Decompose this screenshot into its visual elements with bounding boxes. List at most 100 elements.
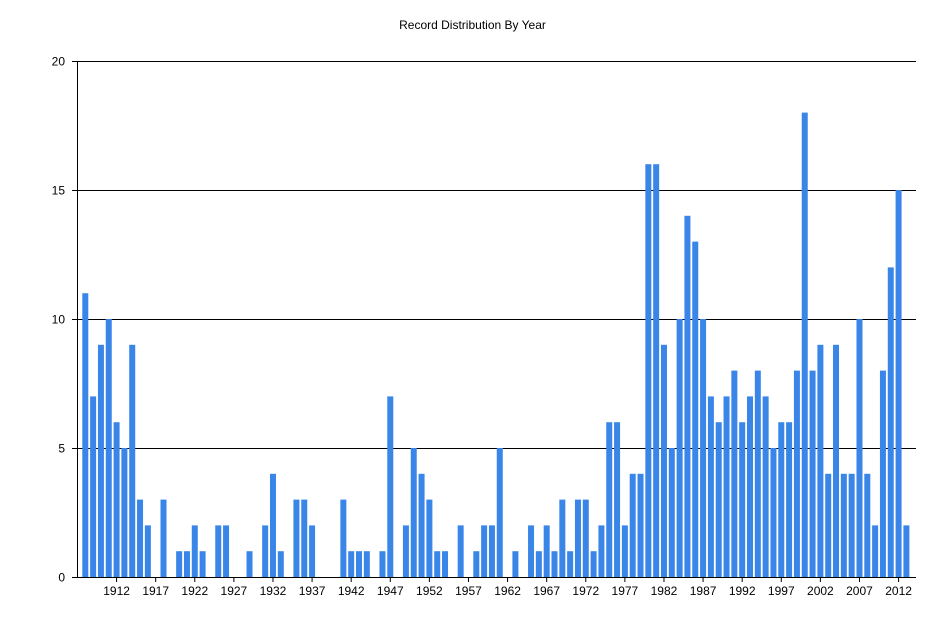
bar-2000 [801, 112, 808, 577]
bar-1966 [535, 551, 542, 577]
x-tick-label: 1932 [260, 584, 287, 598]
bar-1969 [559, 499, 566, 577]
bar-1936 [301, 499, 308, 577]
bar-1923 [199, 551, 206, 577]
x-tick-label: 1987 [690, 584, 717, 598]
bar-1996 [770, 448, 777, 577]
bar-1943 [356, 551, 362, 577]
bar-1959 [481, 525, 488, 577]
bar-2013 [903, 525, 910, 577]
bar-1935 [293, 499, 300, 577]
x-tick-label: 1972 [572, 584, 599, 598]
bar-1922 [191, 525, 198, 577]
bars [82, 112, 910, 578]
bar-1913 [121, 448, 128, 577]
gridlines [77, 61, 916, 449]
x-tick-label: 1952 [416, 584, 443, 598]
x-tick-label: 1962 [494, 584, 521, 598]
bar-1933 [277, 551, 284, 577]
bar-1932 [269, 473, 276, 577]
bar-1980 [645, 164, 652, 577]
bar-2005 [840, 473, 847, 577]
bar-1972 [582, 499, 589, 577]
bar-1967 [543, 525, 550, 577]
bar-2003 [825, 473, 832, 577]
bar-1984 [676, 319, 683, 577]
x-tick-label: 1937 [299, 584, 326, 598]
bar-1937 [309, 525, 316, 577]
bar-1921 [183, 551, 190, 577]
bar-1958 [473, 551, 480, 577]
x-tick-label: 1942 [338, 584, 365, 598]
bar-1925 [215, 525, 222, 577]
bar-1991 [731, 370, 738, 577]
bar-1950 [410, 448, 417, 577]
bar-1947 [387, 396, 394, 577]
x-tick-label: 2007 [846, 584, 873, 598]
bar-1916 [144, 525, 151, 577]
x-tick-label: 1982 [651, 584, 678, 598]
bar-1963 [512, 551, 519, 577]
bar-1970 [567, 551, 574, 577]
tick-labels: 0 5 10 15 20 1912 1917 1922 1927 1932 1937 1942 1947… [52, 55, 913, 599]
bar-1999 [793, 370, 800, 577]
bar-1926 [223, 525, 230, 577]
bar-1987 [700, 319, 707, 577]
bar-2010 [879, 370, 886, 577]
chart-title: Record Distribution By Year [399, 18, 546, 32]
bar-1953 [434, 551, 441, 577]
bar-1929 [246, 551, 253, 577]
bar-1978 [629, 473, 636, 577]
x-tick-label: 1977 [612, 584, 639, 598]
x-tick-label: 1917 [142, 584, 169, 598]
bar-1910 [97, 344, 104, 577]
x-tick-label: 1992 [729, 584, 756, 598]
bar-1998 [786, 422, 793, 577]
bar-1971 [574, 499, 581, 577]
bar-1989 [715, 422, 722, 577]
bar-1914 [129, 344, 136, 577]
bar-1979 [637, 473, 644, 577]
x-tick-label: 1922 [181, 584, 208, 598]
y-tick-label: 0 [58, 571, 65, 585]
bar-1908 [82, 293, 89, 577]
bar-1911 [105, 319, 112, 577]
bar-1951 [418, 473, 425, 577]
bar-1993 [747, 396, 753, 577]
y-tick-label: 10 [52, 313, 66, 327]
bar-1994 [754, 370, 761, 577]
bar-1912 [113, 422, 120, 577]
x-tick-label: 1927 [221, 584, 248, 598]
bar-2011 [887, 267, 894, 577]
bar-1995 [762, 396, 769, 577]
x-tick-label: 1997 [768, 584, 795, 598]
bar-1981 [653, 164, 660, 577]
bar-1931 [262, 525, 269, 577]
bar-1949 [402, 525, 409, 577]
bar-2008 [864, 473, 871, 577]
bar-1985 [684, 215, 691, 578]
x-tick-label: 1947 [377, 584, 404, 598]
bar-1942 [348, 551, 355, 577]
x-tick-label: 1967 [533, 584, 560, 598]
bar-2002 [817, 344, 824, 577]
bar-2009 [872, 525, 879, 577]
bar-1909 [90, 396, 97, 577]
bar-1990 [723, 396, 730, 577]
bar-1982 [660, 344, 667, 577]
x-tick-label: 1957 [455, 584, 482, 598]
bar-1961 [496, 448, 503, 577]
bar-1973 [590, 551, 597, 577]
bar-1997 [778, 422, 785, 577]
bar-1974 [598, 525, 605, 577]
bar-1986 [692, 241, 699, 577]
bar-2006 [848, 473, 855, 577]
x-tick-label: 1912 [103, 584, 130, 598]
axes [72, 61, 916, 582]
bar-2012 [895, 190, 902, 577]
bar-1992 [739, 422, 746, 577]
bar-1918 [160, 499, 167, 577]
y-tick-label: 15 [52, 184, 66, 198]
bar-1976 [614, 422, 621, 577]
